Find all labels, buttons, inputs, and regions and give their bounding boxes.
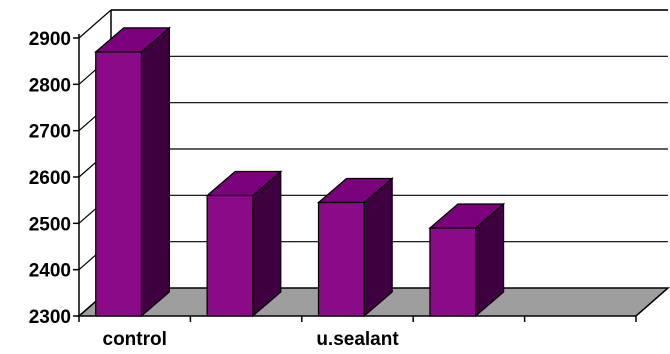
bar-side <box>140 26 170 318</box>
side-wall-gridline <box>78 9 112 39</box>
y-tick-label: 2900 <box>29 29 71 50</box>
y-tick-label: 2700 <box>29 122 71 143</box>
y-tick-label: 2500 <box>29 214 71 235</box>
x-category-label: u.sealant <box>316 329 399 350</box>
bar <box>317 201 365 317</box>
y-tick-label: 2800 <box>29 75 71 96</box>
bar-side <box>252 170 282 318</box>
x-category-label: control <box>103 329 167 350</box>
y-tick-label: 2400 <box>29 261 71 282</box>
y-tick-label: 2600 <box>29 168 71 189</box>
bar <box>95 51 142 317</box>
bar <box>206 194 254 317</box>
bar <box>429 227 477 317</box>
y-tick-label: 2300 <box>29 307 71 328</box>
